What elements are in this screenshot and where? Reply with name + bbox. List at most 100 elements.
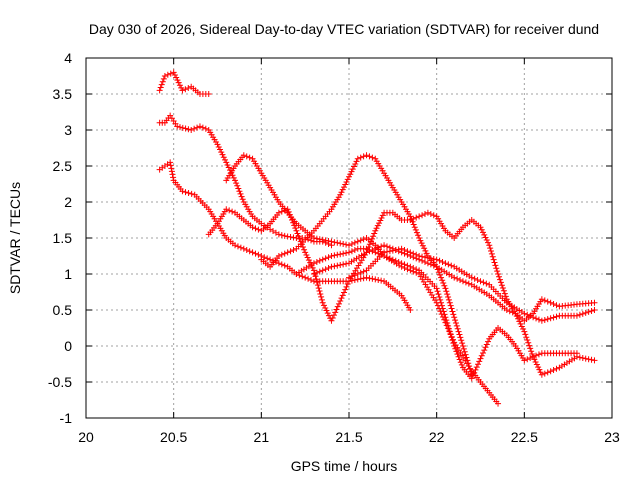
data-point <box>389 256 396 263</box>
data-point <box>375 250 382 257</box>
data-point <box>424 209 431 216</box>
data-point <box>191 125 198 132</box>
data-point <box>544 369 551 376</box>
data-point <box>330 312 337 319</box>
data-point <box>230 174 237 181</box>
data-point <box>161 73 168 79</box>
data-point <box>477 278 484 285</box>
data-point <box>460 345 467 352</box>
data-point <box>240 152 247 159</box>
data-point <box>474 277 481 283</box>
data-point <box>290 247 297 253</box>
data-point <box>517 320 524 327</box>
data-point <box>450 311 457 318</box>
data-point <box>446 299 453 306</box>
data-point <box>547 299 554 306</box>
data-point <box>275 209 282 216</box>
data-point <box>185 126 192 133</box>
data-point <box>482 234 489 241</box>
data-point <box>410 215 417 222</box>
data-point <box>458 337 465 344</box>
data-point <box>355 262 362 269</box>
data-point <box>448 305 455 312</box>
data-point <box>579 310 586 317</box>
data-point <box>174 77 181 84</box>
data-point <box>412 226 419 233</box>
data-point <box>238 193 245 200</box>
data-point <box>360 268 367 275</box>
data-point <box>331 252 338 259</box>
data-point <box>376 220 383 227</box>
data-point <box>453 322 460 329</box>
data-point <box>369 154 376 161</box>
data-point <box>427 255 434 262</box>
data-points <box>156 69 598 407</box>
data-point <box>452 345 459 352</box>
data-point <box>340 241 347 247</box>
data-point <box>369 248 376 255</box>
data-point <box>333 306 340 313</box>
data-point <box>337 262 344 268</box>
data-point <box>433 256 440 263</box>
data-point <box>319 256 326 263</box>
data-point <box>318 296 325 303</box>
data-point <box>439 277 446 284</box>
data-point <box>170 69 177 76</box>
data-point <box>445 296 452 303</box>
data-point <box>401 261 408 268</box>
data-point <box>573 312 580 319</box>
data-point <box>533 352 540 359</box>
data-point <box>319 236 326 243</box>
data-point <box>379 212 386 219</box>
data-point <box>395 259 402 265</box>
plot-frame <box>85 57 613 419</box>
data-point <box>360 275 367 282</box>
y-tick-label: 1 <box>64 266 72 282</box>
data-point <box>392 257 399 264</box>
data-point <box>301 246 308 253</box>
data-point <box>430 256 437 262</box>
grid-lines <box>86 58 612 418</box>
data-point <box>340 250 347 257</box>
data-point <box>495 271 502 277</box>
data-point <box>294 230 301 237</box>
data-point <box>442 285 449 292</box>
data-point <box>404 248 411 255</box>
data-point <box>346 242 352 249</box>
data-point <box>334 303 341 310</box>
data-point <box>535 316 542 323</box>
data-point <box>314 279 321 286</box>
data-point <box>374 222 381 229</box>
data-point <box>357 237 364 244</box>
data-point <box>518 323 525 330</box>
data-point <box>455 328 462 335</box>
data-point <box>320 302 327 309</box>
data-point <box>343 241 350 248</box>
data-point <box>340 289 347 296</box>
data-point <box>344 176 351 183</box>
series-track-c <box>156 159 414 313</box>
data-point <box>404 262 411 269</box>
y-tick-label: 3.5 <box>53 86 73 102</box>
data-point <box>188 127 195 133</box>
data-point <box>275 260 282 267</box>
data-point <box>255 251 262 258</box>
data-point <box>535 364 542 371</box>
data-point <box>354 155 361 162</box>
data-point <box>369 275 376 282</box>
data-point <box>536 366 543 373</box>
x-tick-label: 21.5 <box>335 429 362 445</box>
y-tick-label: 1.5 <box>53 230 73 246</box>
data-point <box>302 249 309 256</box>
data-point <box>524 337 531 343</box>
data-point <box>513 313 520 320</box>
data-point <box>170 174 177 181</box>
data-point <box>416 253 423 259</box>
data-point <box>331 239 338 246</box>
data-point <box>157 84 164 91</box>
data-point <box>419 253 426 260</box>
data-point <box>218 149 225 156</box>
data-point <box>173 74 180 81</box>
data-point <box>353 265 360 272</box>
data-point <box>538 371 545 378</box>
